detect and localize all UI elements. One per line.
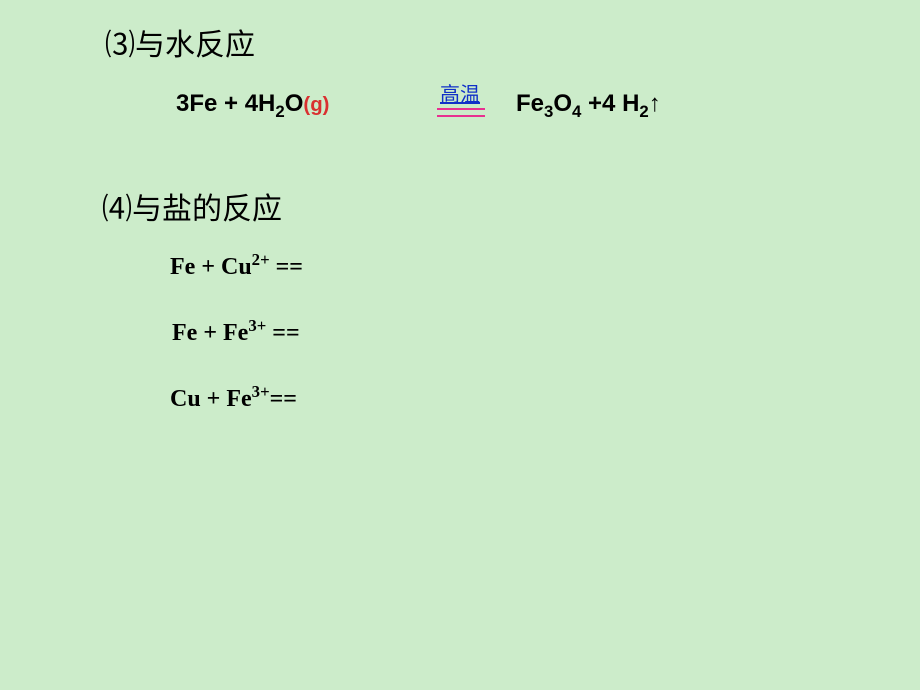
reaction-double-arrow (437, 108, 485, 117)
heading-4-salt-reaction: ⑷与盐的反应 (102, 184, 282, 228)
equation-salt-3: Cu + Fe3+== (170, 382, 297, 413)
equation-water-right: Fe3O4 +4 H2↑ (516, 90, 661, 122)
equation-water-left: 3Fe + 4H2O(g) (176, 90, 329, 122)
reaction-condition: 高温 (440, 78, 480, 107)
equation-salt-1: Fe + Cu2+ == (170, 250, 303, 281)
heading-3-water-reaction: ⑶与水反应 (105, 20, 255, 64)
equation-salt-2: Fe + Fe3+ == (172, 316, 300, 347)
